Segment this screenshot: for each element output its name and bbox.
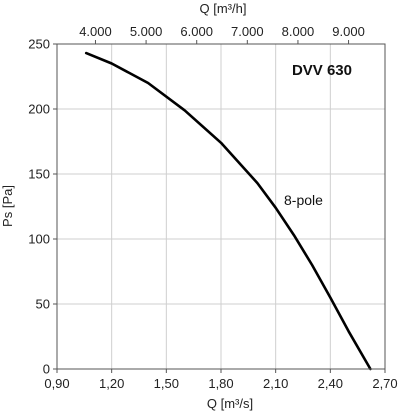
x2-tick-label: 7.000: [231, 24, 264, 39]
x2-tick-label: 5.000: [130, 24, 163, 39]
x-tick-label: 2,70: [372, 376, 397, 391]
chart-title: DVV 630: [292, 62, 352, 79]
x-tick-label: 1,80: [208, 376, 233, 391]
y-tick-label: 50: [36, 297, 50, 312]
y-tick-label: 200: [28, 102, 50, 117]
y-axis-title: Ps [Pa]: [0, 185, 15, 227]
series-label-8-pole: 8-pole: [284, 192, 323, 208]
tick-labels: 0,90 1,20 1,50 1,80 2,10 2,40 2,70 0 50 100 150 200…: [28, 24, 397, 391]
x2-tick-label: 8.000: [282, 24, 315, 39]
x-tick-label: 0,90: [44, 376, 69, 391]
x-tick-label: 2,40: [318, 376, 343, 391]
x2-tick-label: 6.000: [180, 24, 213, 39]
x-tick-label: 1,50: [154, 376, 179, 391]
y-tick-label: 0: [43, 362, 50, 377]
grid: [56, 43, 386, 370]
data-marks: [84, 51, 372, 371]
x2-tick-label: 9.000: [332, 24, 365, 39]
y-tick-label: 100: [28, 232, 50, 247]
x-tick-label: 2,10: [263, 376, 288, 391]
x-axis-title: Q [m³/s]: [207, 396, 253, 411]
x2-tick-label: 4.000: [79, 24, 112, 39]
y-tick-label: 250: [28, 37, 50, 52]
x-tick-label: 1,20: [99, 376, 124, 391]
series-line-8-pole: [84, 51, 372, 371]
y-tick-label: 150: [28, 167, 50, 182]
x2-axis-title: Q [m³/h]: [200, 1, 247, 16]
